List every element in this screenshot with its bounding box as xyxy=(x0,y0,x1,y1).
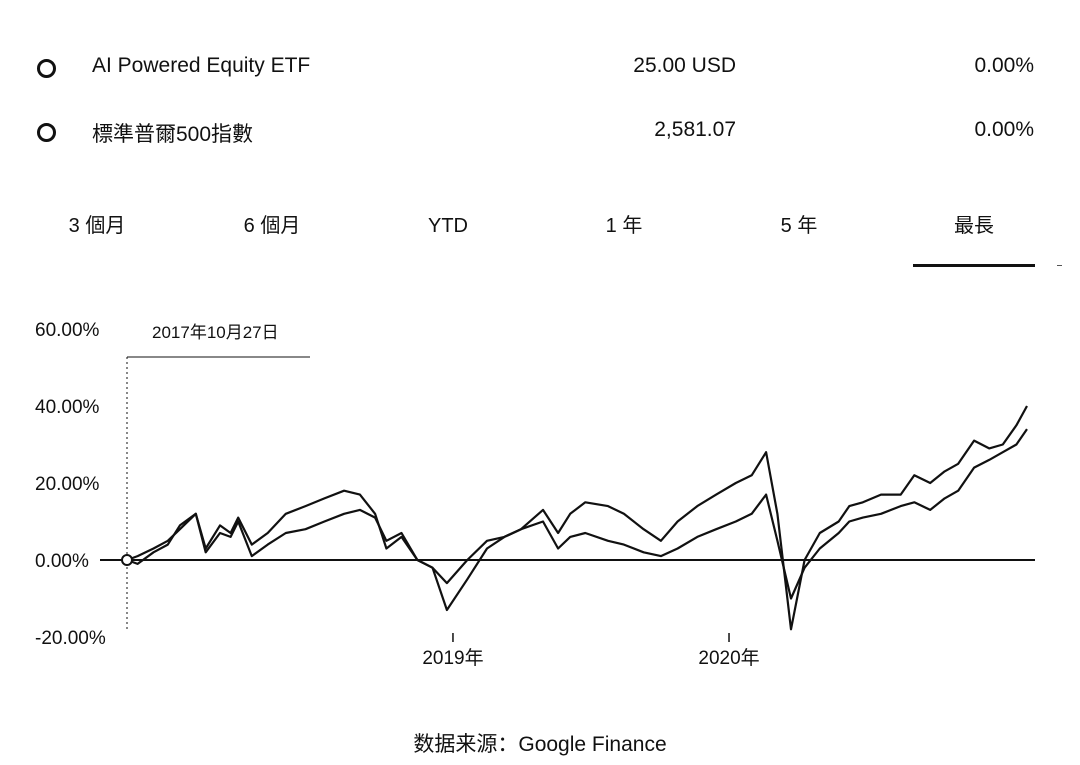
legend-name: AI Powered Equity ETF xyxy=(92,54,311,77)
y-tick-label: -20.00% xyxy=(35,628,106,649)
x-tick-label: 2019年 xyxy=(422,647,483,669)
selected-tab-indicator xyxy=(913,264,1035,267)
tab-6-months[interactable]: 6 個月 xyxy=(243,215,301,237)
tab-scroll-mark xyxy=(1057,265,1062,266)
legend-change: 0.00% xyxy=(974,118,1034,141)
series-lines xyxy=(126,405,1028,631)
legend-row-sp500[interactable]: 標準普爾500指數 2,581.07 0.00% xyxy=(0,111,1080,151)
x-axis: 2019年 2020年 xyxy=(422,633,760,669)
legend-price: 2,581.07 xyxy=(654,118,736,141)
x-tick-label: 2020年 xyxy=(698,647,759,669)
y-tick-label: 20.00% xyxy=(35,474,100,495)
hover-date-label: 2017年10月27日 xyxy=(152,323,279,342)
data-source-note: 数据来源：Google Finance xyxy=(413,733,667,756)
y-tick-label: 60.00% xyxy=(35,320,100,341)
tab-ytd[interactable]: YTD xyxy=(428,215,468,237)
tab-max[interactable]: 最長 xyxy=(954,215,994,237)
range-tabs: 3 個月 6 個月 YTD 1 年 5 年 最長 xyxy=(0,210,1080,270)
legend-change: 0.00% xyxy=(974,54,1034,77)
y-tick-label: 40.00% xyxy=(35,397,100,418)
tab-5-years[interactable]: 5 年 xyxy=(780,215,818,237)
tab-3-months[interactable]: 3 個月 xyxy=(68,215,126,237)
y-axis: 60.00% 40.00% 20.00% 0.00% -20.00% xyxy=(35,320,106,649)
legend-row-etf[interactable]: AI Powered Equity ETF 25.00 USD 0.00% xyxy=(0,47,1080,87)
series-marker-icon xyxy=(37,59,56,78)
series-line-1 xyxy=(126,428,1028,600)
legend-price: 25.00 USD xyxy=(633,54,736,77)
y-tick-label: 0.00% xyxy=(35,551,89,572)
legend-name: 標準普爾500指數 xyxy=(92,123,254,146)
performance-chart[interactable]: 60.00% 40.00% 20.00% 0.00% -20.00% 2019年 2020… xyxy=(0,0,1080,700)
hover-point-marker xyxy=(121,554,133,566)
series-line-0 xyxy=(126,405,1028,631)
series-marker-icon xyxy=(37,123,56,142)
tab-1-year[interactable]: 1 年 xyxy=(605,215,643,237)
